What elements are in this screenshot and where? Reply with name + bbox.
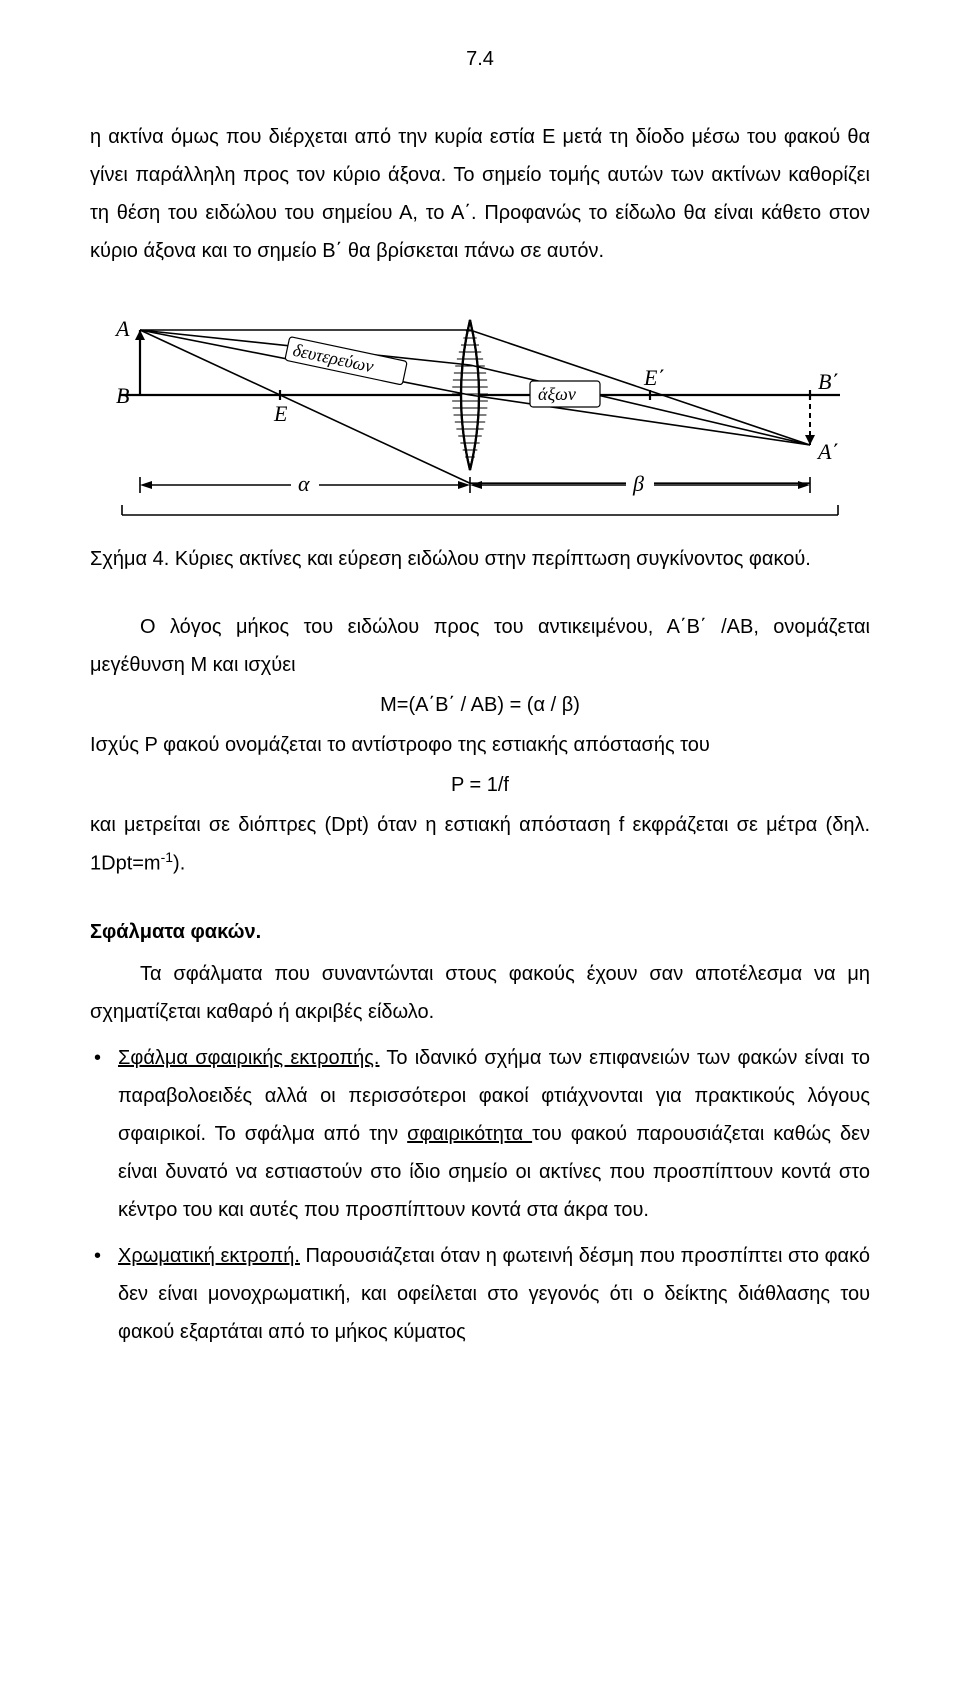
- paragraph-power: Ισχύς P φακού ονομάζεται το αντίστροφο τ…: [90, 726, 870, 764]
- svg-text:Α: Α: [114, 316, 130, 341]
- svg-text:Ε: Ε: [273, 401, 288, 426]
- bullet-chromatic-aberration: Χρωματική εκτροπή. Παρουσιάζεται όταν η …: [90, 1237, 870, 1351]
- exponent: -1: [161, 849, 173, 865]
- paragraph-aberrations-intro: Τα σφάλματα που συναντώνται στους φακούς…: [90, 955, 870, 1031]
- svg-text:άξων: άξων: [538, 384, 576, 404]
- section-title-aberrations: Σφάλματα φακών.: [90, 913, 870, 951]
- figure-lens-diagram: δευτερεύωνάξωνΑΒΕΕ΄Β΄Α΄αβ: [90, 300, 870, 520]
- bullet-spherical-aberration: Σφάλμα σφαιρικής εκτροπής. Το ιδανικό σχ…: [90, 1039, 870, 1229]
- figure-caption: Σχήμα 4. Κύριες ακτίνες και εύρεση ειδώλ…: [90, 540, 870, 578]
- bullet-sphericity-word: σφαιρικότητα: [407, 1123, 532, 1145]
- formula-magnification: M=(Α΄Β΄ / ΑΒ) = (α / β): [90, 686, 870, 724]
- paragraph-magnification: Ο λόγος μήκος του ειδώλου προς του αντικ…: [90, 608, 870, 684]
- svg-text:Β: Β: [116, 383, 129, 408]
- svg-text:Α΄: Α΄: [816, 439, 839, 464]
- diopter-text-a: και μετρείται σε διόπτρες (Dpt) όταν η ε…: [90, 814, 870, 875]
- diopter-text-b: ).: [173, 853, 185, 875]
- svg-text:β: β: [632, 471, 644, 496]
- paragraph-diopter: και μετρείται σε διόπτρες (Dpt) όταν η ε…: [90, 806, 870, 883]
- bullet-spherical-title: Σφάλμα σφαιρικής εκτροπής.: [118, 1047, 380, 1069]
- paragraph-1: η ακτίνα όμως που διέρχεται από την κυρί…: [90, 118, 870, 270]
- bullet-chromatic-title: Χρωματική εκτροπή.: [118, 1245, 300, 1267]
- svg-text:α: α: [298, 471, 310, 496]
- formula-power: P = 1/f: [90, 766, 870, 804]
- page-number: 7.4: [90, 40, 870, 78]
- svg-text:Β΄: Β΄: [818, 369, 839, 394]
- svg-text:Ε΄: Ε΄: [643, 365, 665, 390]
